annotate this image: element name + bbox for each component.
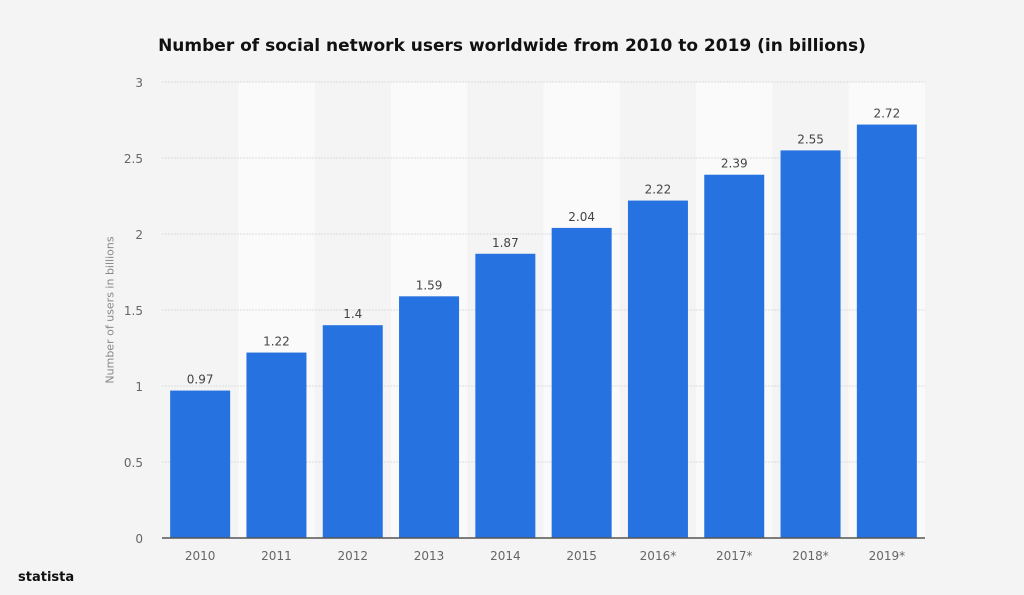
- statista-logo[interactable]: statista: [18, 570, 75, 585]
- x-tick-label: 2013: [414, 549, 445, 563]
- bar: [551, 227, 612, 539]
- bar: [475, 253, 536, 538]
- bar: [246, 352, 307, 538]
- y-tick-label: 0: [135, 532, 143, 546]
- x-tick-label: 2014: [490, 549, 521, 563]
- x-tick-label: 2015: [566, 549, 597, 563]
- bar: [704, 174, 765, 538]
- x-tick-label: 2017*: [716, 549, 753, 563]
- y-tick-label: 2.5: [124, 152, 143, 166]
- y-tick-label: 1: [135, 380, 143, 394]
- bar: [780, 150, 841, 538]
- data-label: 2.39: [721, 157, 748, 171]
- bar: [170, 390, 231, 538]
- x-tick-label: 2012: [337, 549, 368, 563]
- data-label: 1.87: [492, 236, 519, 250]
- data-label: 1.59: [416, 278, 443, 292]
- data-label: 2.22: [645, 183, 672, 197]
- y-tick-label: 1.5: [124, 304, 143, 318]
- data-label: 2.04: [568, 210, 595, 224]
- x-tick-label: 2011: [261, 549, 292, 563]
- x-tick-label: 2010: [185, 549, 216, 563]
- y-tick-label: 0.5: [124, 456, 143, 470]
- bar: [627, 200, 688, 538]
- bar: [399, 296, 460, 538]
- y-tick-label: 2: [135, 228, 143, 242]
- x-tick-label: 2019*: [869, 549, 906, 563]
- y-tick-label: 3: [135, 76, 143, 90]
- bar: [322, 325, 383, 538]
- data-label: 2.72: [873, 107, 900, 121]
- data-label: 0.97: [187, 373, 214, 387]
- chart-title: Number of social network users worldwide…: [158, 36, 866, 56]
- data-label: 1.22: [263, 335, 290, 349]
- data-label: 2.55: [797, 132, 824, 146]
- x-tick-label: 2016*: [640, 549, 677, 563]
- bar: [856, 124, 917, 538]
- data-label: 1.4: [343, 307, 362, 321]
- x-tick-label: 2018*: [792, 549, 829, 563]
